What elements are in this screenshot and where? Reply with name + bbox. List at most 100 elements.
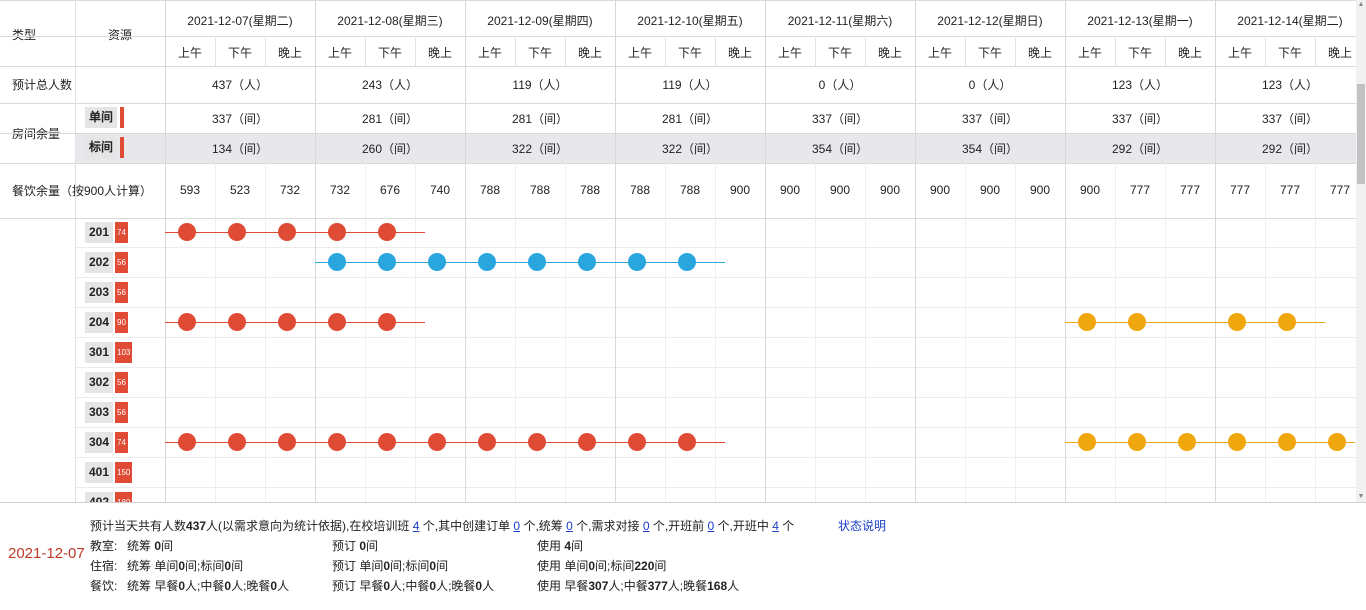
- booking-dot[interactable]: [178, 223, 196, 241]
- booking-dot[interactable]: [278, 313, 296, 331]
- total-people-value: 0（人）: [968, 77, 1012, 92]
- dining-value: 900: [829, 183, 851, 197]
- grid-hline: [0, 218, 1356, 219]
- room-402[interactable]: 402180: [85, 492, 133, 502]
- booking-dot[interactable]: [1128, 313, 1146, 331]
- room-301[interactable]: 301 103: [85, 342, 133, 363]
- booking-dot[interactable]: [628, 433, 646, 451]
- single-room-value: 337（间）: [1111, 111, 1169, 126]
- pre-class-count-link[interactable]: 0: [707, 519, 715, 533]
- demand-count-link[interactable]: 0: [642, 519, 650, 533]
- booking-dot[interactable]: [1128, 433, 1146, 451]
- booking-dot[interactable]: [328, 433, 346, 451]
- booking-dot[interactable]: [528, 433, 546, 451]
- booking-dot[interactable]: [678, 433, 696, 451]
- summary-text-c: 个,其中创建订单: [419, 519, 514, 533]
- training-count-link[interactable]: 4: [412, 519, 420, 533]
- room-202[interactable]: 202 56: [85, 252, 128, 273]
- room-capacity: 56: [115, 252, 128, 273]
- booking-dot[interactable]: [1228, 313, 1246, 331]
- resource-header: 资源: [107, 27, 132, 42]
- booking-dot[interactable]: [478, 433, 496, 451]
- booking-dot[interactable]: [178, 433, 196, 451]
- booking-dot[interactable]: [1228, 433, 1246, 451]
- period-header: 晚上: [1177, 45, 1202, 60]
- booking-dot[interactable]: [1278, 433, 1296, 451]
- vertical-scrollbar[interactable]: ▲ ▼: [1356, 0, 1366, 502]
- booking-dot[interactable]: [428, 253, 446, 271]
- dining-value: 777: [1329, 183, 1351, 197]
- plan-count-link[interactable]: 0: [566, 519, 573, 533]
- room-303[interactable]: 303 56: [85, 402, 128, 423]
- dining-value: 788: [679, 183, 701, 197]
- period-header: 上午: [327, 45, 352, 60]
- booking-dot[interactable]: [1328, 433, 1346, 451]
- dining-value: 788: [579, 183, 601, 197]
- period-header: 晚上: [1327, 45, 1352, 60]
- scroll-down-icon[interactable]: ▼: [1357, 493, 1365, 500]
- room-204[interactable]: 204 90: [85, 312, 128, 333]
- grid-vline: [915, 0, 916, 502]
- meal-used: 使用 早餐307人;中餐377人;晚餐168人: [537, 579, 740, 593]
- booking-dot[interactable]: [628, 253, 646, 271]
- period-header: 上午: [927, 45, 952, 60]
- booking-dot[interactable]: [578, 433, 596, 451]
- grid-vline: [1165, 163, 1166, 502]
- booking-dot[interactable]: [678, 253, 696, 271]
- booking-dot[interactable]: [478, 253, 496, 271]
- order-count-link[interactable]: 0: [513, 519, 521, 533]
- booking-dot[interactable]: [278, 223, 296, 241]
- booking-dot[interactable]: [328, 253, 346, 271]
- booking-dot[interactable]: [228, 433, 246, 451]
- standard-room-label: 标间: [85, 137, 118, 158]
- total-people-value: 119（人）: [662, 77, 718, 92]
- booking-line: [315, 262, 725, 263]
- room-302[interactable]: 302 56: [85, 372, 128, 393]
- in-class-count-link[interactable]: 4: [772, 519, 779, 533]
- total-people-value: 437（人）: [211, 77, 269, 92]
- booking-dot[interactable]: [378, 223, 396, 241]
- grid-vline: [1065, 0, 1066, 502]
- dining-value: 740: [429, 183, 451, 197]
- single-room-value: 337（间）: [1261, 111, 1319, 126]
- period-header: 上午: [477, 45, 502, 60]
- summary-text-h: 个: [778, 519, 795, 533]
- dining-value: 900: [1029, 183, 1051, 197]
- room-capacity: 180: [115, 492, 133, 502]
- booking-dot[interactable]: [378, 253, 396, 271]
- status-explanation-link[interactable]: 状态说明: [838, 519, 887, 533]
- booking-dot[interactable]: [1078, 313, 1096, 331]
- booking-dot[interactable]: [278, 433, 296, 451]
- room-capacity: 56: [115, 402, 128, 423]
- classroom-label: 教室:: [90, 539, 118, 553]
- booking-dot[interactable]: [1078, 433, 1096, 451]
- booking-dot[interactable]: [1278, 313, 1296, 331]
- booking-dot[interactable]: [228, 223, 246, 241]
- room-203[interactable]: 203 56: [85, 282, 128, 303]
- total-people-value: 0（人）: [818, 77, 862, 92]
- grid-vline: [1015, 163, 1016, 502]
- room-304[interactable]: 304 74: [85, 432, 128, 453]
- scrollbar-thumb[interactable]: [1357, 84, 1365, 184]
- classroom-used: 使用 4间: [537, 539, 584, 553]
- booking-dot[interactable]: [378, 313, 396, 331]
- booking-dot[interactable]: [178, 313, 196, 331]
- booking-dot[interactable]: [228, 313, 246, 331]
- booking-dot[interactable]: [1178, 433, 1196, 451]
- summary-text-b: 人(以需求意向为统计依据),在校培训班: [206, 519, 413, 533]
- booking-dot[interactable]: [428, 433, 446, 451]
- booking-dot[interactable]: [328, 313, 346, 331]
- grid-hline: [0, 0, 1356, 1]
- booking-dot[interactable]: [378, 433, 396, 451]
- total-people-value: 119（人）: [512, 77, 568, 92]
- room-401[interactable]: 401 150: [85, 462, 133, 483]
- booking-dot[interactable]: [528, 253, 546, 271]
- booking-dot[interactable]: [578, 253, 596, 271]
- room-201[interactable]: 201 74: [85, 222, 128, 243]
- stay-used: 使用 单间0间;标间220间: [537, 559, 667, 573]
- booking-dot[interactable]: [328, 223, 346, 241]
- date-header-3: 2021-12-10(星期五): [637, 13, 743, 28]
- scroll-up-icon[interactable]: ▲: [1357, 1, 1365, 8]
- dining-value: 777: [1279, 183, 1301, 197]
- grid-hline: [0, 163, 1356, 164]
